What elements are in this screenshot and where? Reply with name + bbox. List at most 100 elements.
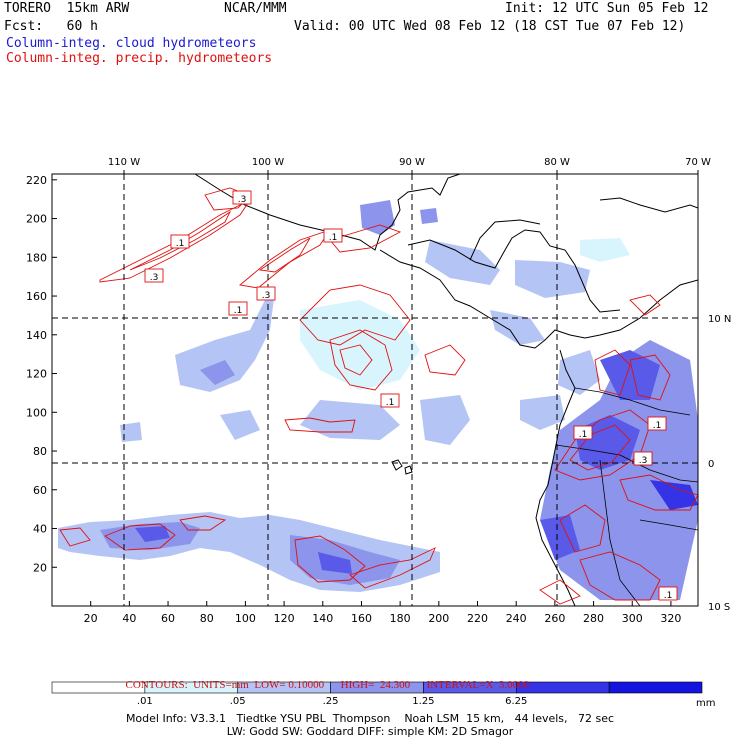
- cloud-west-core: [200, 360, 235, 385]
- contours-high: HIGH= 24.300: [340, 679, 411, 691]
- x-tick-label: 300: [622, 612, 643, 625]
- lat-lon-grid: [52, 174, 698, 606]
- y-tick-label: 120: [26, 368, 47, 381]
- contour-label-box: [228, 301, 248, 316]
- contour-south-3: [179, 515, 227, 531]
- y-tick-label: 60: [33, 484, 47, 497]
- contour-sa-7: [579, 551, 661, 601]
- lat-label: 10 N: [708, 314, 731, 325]
- cloud-central-5: [120, 422, 142, 442]
- coastlines: [194, 174, 698, 606]
- y-tick-label: 140: [26, 329, 47, 342]
- contour-label-box: [232, 190, 252, 205]
- galapagos: [391, 459, 413, 475]
- model-info-line1: Model Info: V3.3.1 Tiedtke YSU PBL Thomp…: [125, 712, 615, 725]
- contour-label-box: [647, 416, 667, 431]
- x-tick-label: 60: [161, 612, 175, 625]
- colorbar-tick-label: 6.25: [505, 696, 527, 707]
- contour-nw-4: [258, 237, 311, 273]
- lon-label: 100 W: [252, 157, 284, 168]
- contour-central-3: [339, 344, 373, 376]
- lon-label: 90 W: [399, 157, 425, 168]
- y-tick-label: 200: [26, 213, 47, 226]
- contour-sa-9: [539, 579, 581, 605]
- contour-label-box: [170, 234, 190, 249]
- lat-label: 0: [708, 459, 714, 470]
- colorbar-tick-label: 1.25: [412, 696, 434, 707]
- contour-label-box: [256, 286, 276, 301]
- contour-label: .1: [664, 591, 673, 601]
- x-tick-label: 240: [506, 612, 527, 625]
- init-time: Init: 12 UTC Sun 05 Feb 12: [505, 1, 709, 16]
- contour-sa-3: [594, 349, 631, 396]
- y-axis: 20 40 60 80 100 120 140 160 180 200 220: [26, 174, 57, 574]
- field-precip-title: Column-integ. precip. hydrometeors: [6, 51, 273, 66]
- contour-south-2: [104, 523, 176, 551]
- valid-time: Valid: 00 UTC Wed 08 Feb 12 (18 CST Tue …: [294, 19, 686, 34]
- map-frame: [51, 173, 699, 607]
- contour-sa-8: [629, 294, 661, 316]
- x-tick-label: 40: [122, 612, 136, 625]
- cloud-shading: [58, 200, 698, 600]
- cloud-ca-2: [425, 240, 500, 285]
- contour-ne-1: [329, 224, 402, 253]
- model-name: TORERO 15km ARW: [4, 1, 130, 16]
- cloud-n-small: [420, 208, 438, 224]
- latitude-labels: 10 N 0 10 S: [708, 314, 731, 613]
- contour-label: .1: [234, 306, 243, 316]
- cloud-ca-3: [515, 260, 590, 298]
- y-tick-label: 100: [26, 406, 47, 419]
- coast-mexico: [194, 174, 461, 251]
- x-tick-label: 20: [84, 612, 98, 625]
- contour-south-4: [294, 535, 366, 583]
- colorbar-swatch: [608, 681, 703, 694]
- contour-sa-6: [559, 504, 606, 553]
- contour-label: .1: [579, 430, 588, 440]
- contour-label-box: [633, 451, 653, 466]
- cloud-sa-east: [558, 350, 600, 395]
- x-tick-label: 160: [351, 612, 372, 625]
- contour-nw-1: [99, 198, 252, 283]
- cloud-central-4: [220, 410, 260, 440]
- contour-sa-4: [629, 354, 671, 401]
- contour-labels: .1 .3 .3 .1 .3 .1 .1 .1 .3 .1 .1: [144, 190, 678, 601]
- cloud-gulf: [520, 395, 565, 430]
- border-sa-3: [599, 459, 641, 606]
- contour-label-box: [323, 228, 343, 243]
- cloud-central-3: [420, 395, 470, 445]
- contour-label: .3: [150, 273, 159, 283]
- x-tick-label: 100: [235, 612, 256, 625]
- y-tick-label: 80: [33, 445, 47, 458]
- contour-label-box: [658, 586, 678, 601]
- cloud-band-west: [175, 290, 275, 392]
- contour-band-mid: [284, 417, 356, 433]
- y-tick-label: 20: [33, 561, 47, 574]
- cloud-ca-1: [360, 200, 395, 235]
- contours-units: UNITS=mm: [193, 679, 249, 691]
- x-tick-label: 200: [428, 612, 449, 625]
- contour-sa-5: [619, 474, 698, 511]
- x-tick-label: 220: [467, 612, 488, 625]
- contours-info: CONTOURS: UNITS=mm LOW= 0.10000 HIGH= 24…: [120, 667, 530, 691]
- contour-central-1: [299, 284, 411, 346]
- field-cloud-title: Column-integ. cloud hydrometeors: [6, 36, 257, 51]
- contour-label-box: [144, 268, 164, 283]
- contour-label-box: [573, 425, 593, 440]
- x-tick-label: 80: [200, 612, 214, 625]
- contour-south-5: [349, 547, 436, 589]
- coast-yucatan: [469, 219, 541, 261]
- center-name: NCAR/MMM: [224, 1, 287, 16]
- colorbar: .01 .05 .25 1.25 6.25: [51, 681, 703, 707]
- cloud-sa-main: [540, 340, 698, 600]
- colorbar-tick-label: .25: [323, 696, 339, 707]
- contour-label: .3: [262, 291, 271, 301]
- coast-caribbean: [407, 229, 621, 313]
- cloud-ca-4: [580, 238, 630, 262]
- contours-interval: INTERVAL=X 3.0000: [426, 679, 530, 691]
- x-tick-label: 120: [274, 612, 295, 625]
- x-tick-label: 280: [583, 612, 604, 625]
- contour-label: .3: [238, 195, 247, 205]
- border-sa-4: [639, 519, 698, 531]
- contour-south-1: [59, 527, 91, 547]
- cloud-sa-core-2: [600, 350, 660, 400]
